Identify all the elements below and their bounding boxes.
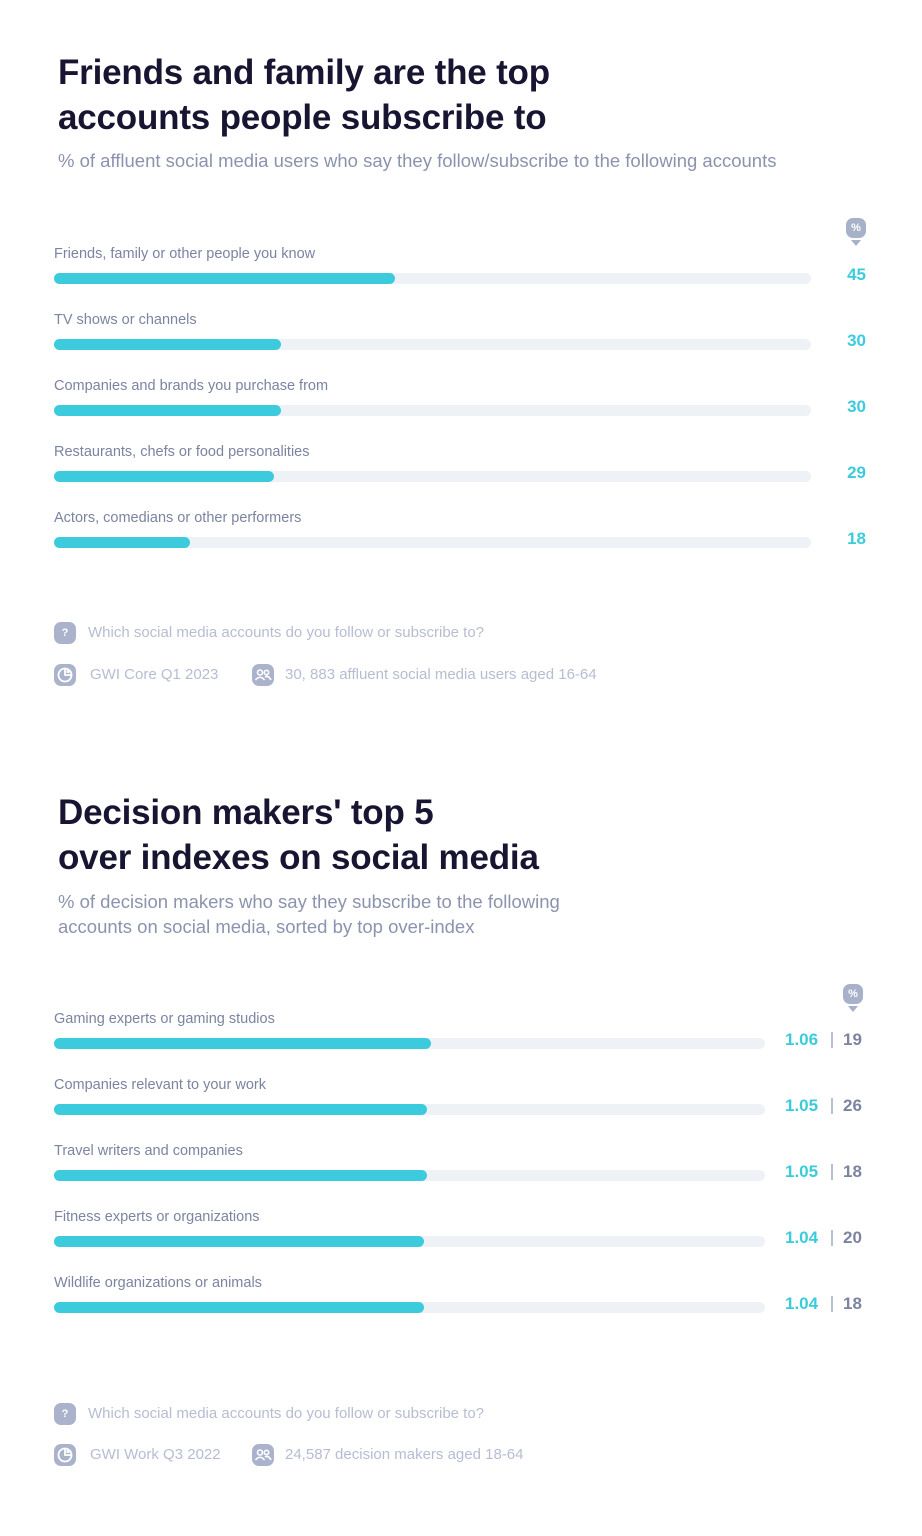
percent-value: 26: [843, 1096, 862, 1115]
bar-fill: [54, 1302, 424, 1313]
title-line-2: accounts people subscribe to: [58, 98, 547, 137]
sample-text: 30, 883 affluent social media users aged…: [285, 666, 597, 683]
bar-fill: [54, 339, 282, 350]
bar-track: [54, 1104, 765, 1115]
percent-badge-icon: %: [846, 218, 866, 246]
percent-value: 18: [843, 1162, 862, 1181]
bar-label: Restaurants, chefs or food personalities: [54, 444, 310, 460]
bar-label: Gaming experts or gaming studios: [54, 1011, 275, 1027]
source-text: GWI Core Q1 2023: [90, 666, 219, 683]
index-value: 1.05: [785, 1162, 819, 1181]
percent-value: 18: [843, 1294, 862, 1313]
users-icon: [252, 1444, 274, 1466]
bar-label: Companies relevant to your work: [54, 1077, 266, 1093]
bar-fill: [54, 273, 395, 284]
pie-chart-icon: [54, 1444, 76, 1466]
question-icon: ?: [54, 622, 76, 644]
chart-subtitle: % of decision makers who say they subscr…: [58, 889, 560, 939]
subtitle-line-1: % of decision makers who say they subscr…: [58, 891, 560, 912]
bar-track: [54, 339, 811, 350]
bar-value: 30: [847, 331, 866, 350]
users-icon: [252, 664, 274, 686]
title-line-1: Friends and family are the top: [58, 53, 550, 92]
value-separator: [831, 1164, 833, 1180]
bar-label: Friends, family or other people you know: [54, 246, 316, 262]
title-line-1: Decision makers' top 5: [58, 793, 434, 832]
bar-label: Fitness experts or organizations: [54, 1209, 260, 1225]
index-value: 1.04: [785, 1228, 819, 1247]
bar-track: [54, 1038, 765, 1049]
value-separator: [831, 1296, 833, 1312]
bar-value: 45: [847, 265, 866, 284]
bar-fill: [54, 1104, 428, 1115]
chart-title: Decision makers' top 5 over indexes on s…: [58, 790, 539, 880]
percent-badge-icon: %: [843, 984, 863, 1012]
bar-fill: [54, 1038, 431, 1049]
bar-label: Travel writers and companies: [54, 1143, 243, 1159]
chart-subtitle: % of affluent social media users who say…: [58, 150, 777, 171]
percent-value: 19: [843, 1030, 862, 1049]
bar-label: TV shows or channels: [54, 312, 197, 328]
question-text: Which social media accounts do you follo…: [88, 624, 485, 641]
bar-track: [54, 273, 811, 284]
value-separator: [831, 1230, 833, 1246]
pie-chart-icon: [54, 664, 76, 686]
title-line-2: over indexes on social media: [58, 838, 539, 877]
bar-track: [54, 1170, 765, 1181]
bar-value: 30: [847, 397, 866, 416]
bar-track: [54, 405, 811, 416]
value-separator: [831, 1098, 833, 1114]
index-value: 1.06: [785, 1030, 819, 1049]
subtitle-line-2: accounts on social media, sorted by top …: [58, 916, 475, 937]
bar-fill: [54, 471, 274, 482]
index-value: 1.04: [785, 1294, 819, 1313]
sample-text: 24,587 decision makers aged 18-64: [285, 1446, 524, 1463]
chart-section-friends-family: Friends and family are the top accounts …: [0, 0, 922, 720]
bar-fill: [54, 405, 282, 416]
chart-title: Friends and family are the top accounts …: [58, 50, 550, 140]
index-value: 1.05: [785, 1096, 819, 1115]
bar-fill: [54, 1236, 424, 1247]
bar-label: Actors, comedians or other performers: [54, 510, 302, 526]
bar-track: [54, 1236, 765, 1247]
bar-track: [54, 1302, 765, 1313]
bar-fill: [54, 537, 191, 548]
bar-label: Wildlife organizations or animals: [54, 1275, 262, 1291]
source-text: GWI Work Q3 2022: [90, 1446, 221, 1463]
bar-track: [54, 537, 811, 548]
bar-fill: [54, 1170, 428, 1181]
percent-value: 20: [843, 1228, 862, 1247]
bar-value: 18: [847, 529, 866, 548]
bar-label: Companies and brands you purchase from: [54, 378, 329, 394]
question-text: Which social media accounts do you follo…: [88, 1405, 485, 1422]
value-separator: [831, 1032, 833, 1048]
bar-value: 29: [847, 463, 866, 482]
question-icon: ?: [54, 1403, 76, 1425]
bar-track: [54, 471, 811, 482]
